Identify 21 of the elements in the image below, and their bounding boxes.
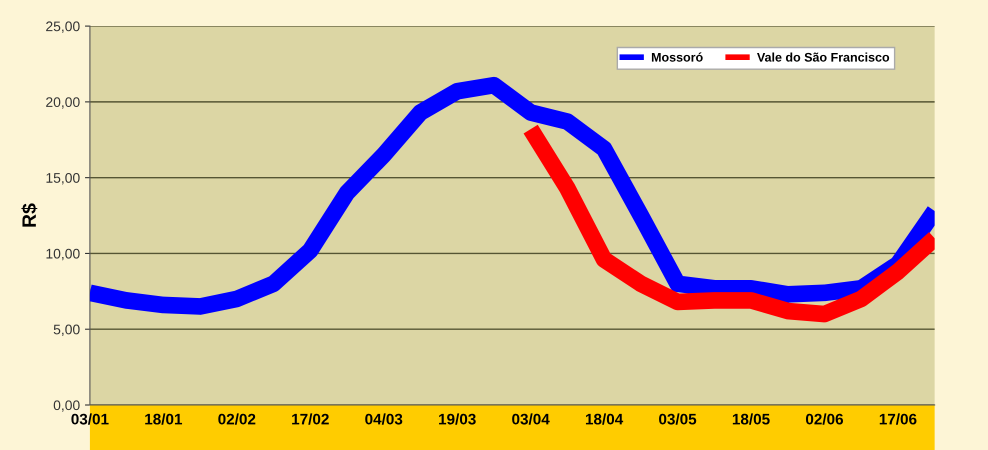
y-tick-label: 0,00 — [54, 400, 80, 412]
x-tick-label: 17/02 — [292, 413, 329, 425]
x-tick-label: 03/01 — [71, 413, 109, 425]
x-tick-label: 03/04 — [512, 413, 550, 425]
x-tick-label: 02/06 — [806, 413, 844, 425]
y-tick-label: 5,00 — [54, 324, 80, 336]
x-tick-label: 18/04 — [586, 413, 624, 425]
legend-label: Vale do São Francisco — [757, 52, 890, 62]
x-tick-label: 02/02 — [218, 413, 256, 425]
x-tick-label: 03/05 — [659, 413, 696, 425]
y-tick-label: 10,00 — [46, 248, 80, 260]
y-tick-label: 15,00 — [46, 172, 80, 184]
x-tick-label: 19/03 — [439, 413, 476, 425]
x-tick-label: 18/01 — [145, 413, 182, 425]
legend-label: Mossoró — [652, 52, 703, 62]
y-axis-title: R$ — [21, 203, 38, 227]
x-tick-label: 17/06 — [880, 413, 916, 425]
x-tick-label: 18/05 — [732, 413, 770, 425]
x-tick-label: 04/03 — [365, 413, 402, 425]
y-tick-label: 20,00 — [46, 97, 80, 109]
y-tick-label: 25,00 — [46, 21, 80, 33]
